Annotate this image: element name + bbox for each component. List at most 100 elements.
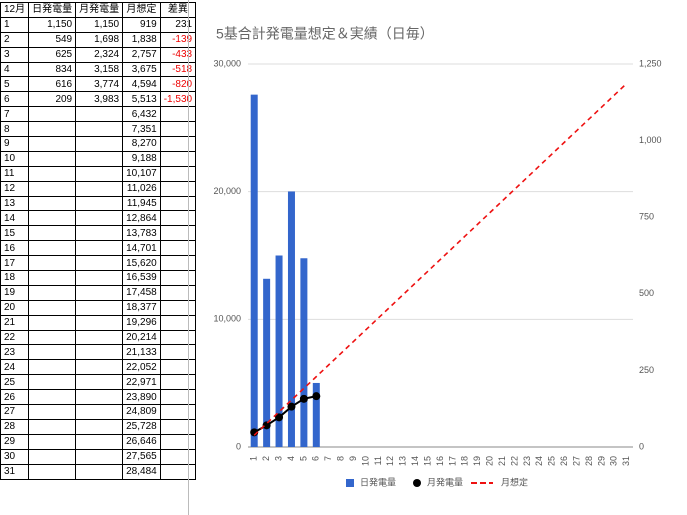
- table-cell: 25: [0, 374, 30, 391]
- table-row: 12 11,026: [0, 180, 197, 197]
- x-tick-label: 23: [522, 456, 532, 466]
- table-cell: 月想定: [122, 2, 161, 18]
- table-cell: [28, 270, 77, 286]
- table-cell: 7: [0, 106, 30, 123]
- table-row: 4 834 3,158 3,675 -518: [0, 61, 197, 78]
- table-cell: [28, 359, 77, 376]
- table-cell: 209: [28, 91, 77, 108]
- x-tick-label: 5: [298, 456, 308, 461]
- x-tick-label: 29: [596, 456, 606, 466]
- table-row: 15 13,783: [0, 225, 197, 242]
- table-cell: 14: [0, 210, 30, 227]
- table-cell: 21,133: [122, 344, 161, 361]
- table-row: 24 22,052: [0, 359, 197, 376]
- table-cell: 834: [28, 61, 77, 78]
- table-cell: [75, 195, 124, 212]
- table-cell: [75, 284, 124, 301]
- table-cell: 24: [0, 359, 30, 376]
- table-cell: [75, 374, 124, 391]
- table-cell: [28, 106, 77, 123]
- x-tick-label: 12: [385, 456, 395, 466]
- table-cell: 22: [0, 329, 30, 346]
- table-cell: 9,188: [122, 150, 161, 167]
- x-tick-label: 4: [286, 456, 296, 461]
- table-row: 17 15,620: [0, 255, 197, 272]
- x-tick-label: 17: [447, 456, 457, 466]
- table-cell: 2,324: [75, 46, 124, 63]
- x-tick-label: 6: [311, 456, 321, 461]
- table-cell: 549: [28, 31, 77, 48]
- table-row: 19 17,458: [0, 284, 197, 301]
- table-cell: 2,757: [122, 46, 161, 63]
- table-row: 22 20,214: [0, 329, 197, 346]
- table-cell: 30: [0, 448, 30, 465]
- y2-tick-label: 250: [639, 365, 654, 375]
- table-cell: [75, 448, 124, 465]
- table-cell: 18,377: [122, 299, 161, 316]
- table-cell: [75, 299, 124, 316]
- table-row: 10 9,188: [0, 150, 197, 167]
- marker: [262, 421, 271, 430]
- x-tick-label: 27: [571, 456, 581, 466]
- marker: [287, 402, 296, 411]
- x-tick-label: 14: [410, 456, 420, 466]
- table-cell: 16: [0, 240, 30, 257]
- table-row: 6 209 3,983 5,513 -1,530: [0, 91, 197, 108]
- table-cell: 3,774: [75, 76, 124, 93]
- table-cell: 3,675: [122, 61, 161, 78]
- table-cell: 1,698: [75, 31, 124, 48]
- y2-tick-label: 1,250: [639, 58, 662, 68]
- x-tick-label: 18: [460, 456, 470, 466]
- table-row: 18 16,539: [0, 270, 197, 286]
- data-table: 12月 日発電量 月発電量 月想定 差異 1 1,150 1,150 919 231 2 549 1,6…: [0, 2, 197, 480]
- bar: [300, 258, 308, 447]
- table-cell: 10,107: [122, 165, 161, 182]
- table-cell: 8,270: [122, 136, 161, 152]
- table-cell: 27: [0, 404, 30, 420]
- table-cell: [28, 225, 77, 242]
- x-tick-label: 8: [336, 456, 346, 461]
- table-row: 20 18,377: [0, 299, 197, 316]
- table-cell: 12: [0, 180, 30, 197]
- table-cell: 625: [28, 46, 77, 63]
- table-cell: 6,432: [122, 106, 161, 123]
- chart: 5基合計発電量想定＆実績（日毎） 010,00020,00030,0000250…: [188, 0, 662, 515]
- table-cell: [28, 448, 77, 465]
- x-tick-label: 28: [584, 456, 594, 466]
- legend-label: 月想定: [501, 476, 528, 487]
- table-cell: 616: [28, 76, 77, 93]
- table-row: 14 12,864: [0, 210, 197, 227]
- table-cell: [75, 463, 124, 480]
- table-cell: [75, 418, 124, 435]
- bar: [250, 94, 258, 447]
- table-cell: 18: [0, 270, 30, 286]
- y2-tick-label: 500: [639, 288, 654, 298]
- x-tick-label: 16: [435, 456, 445, 466]
- table-cell: [75, 344, 124, 361]
- table-cell: [28, 418, 77, 435]
- table-cell: [75, 106, 124, 123]
- table-cell: 23: [0, 344, 30, 361]
- x-tick-label: 25: [547, 456, 557, 466]
- table-row: 23 21,133: [0, 344, 197, 361]
- table-cell: [28, 433, 77, 450]
- table-row: 29 26,646: [0, 433, 197, 450]
- table-row: 13 11,945: [0, 195, 197, 212]
- table-cell: [28, 284, 77, 301]
- table-cell: 17,458: [122, 284, 161, 301]
- table-cell: 15,620: [122, 255, 161, 272]
- x-tick-label: 9: [348, 456, 358, 461]
- table-cell: 1: [0, 16, 30, 33]
- table-cell: 7,351: [122, 121, 161, 138]
- table-cell: 3,158: [75, 61, 124, 78]
- table-cell: 5: [0, 76, 30, 93]
- table-row: 7 6,432: [0, 106, 197, 123]
- x-tick-label: 13: [398, 456, 408, 466]
- y-tick-label: 20,000: [213, 186, 241, 196]
- table-row: 21 19,296: [0, 314, 197, 331]
- table-cell: [28, 463, 77, 480]
- table-cell: 27,565: [122, 448, 161, 465]
- table-cell: 21: [0, 314, 30, 331]
- x-tick-label: 31: [621, 456, 631, 466]
- table-cell: 20: [0, 299, 30, 316]
